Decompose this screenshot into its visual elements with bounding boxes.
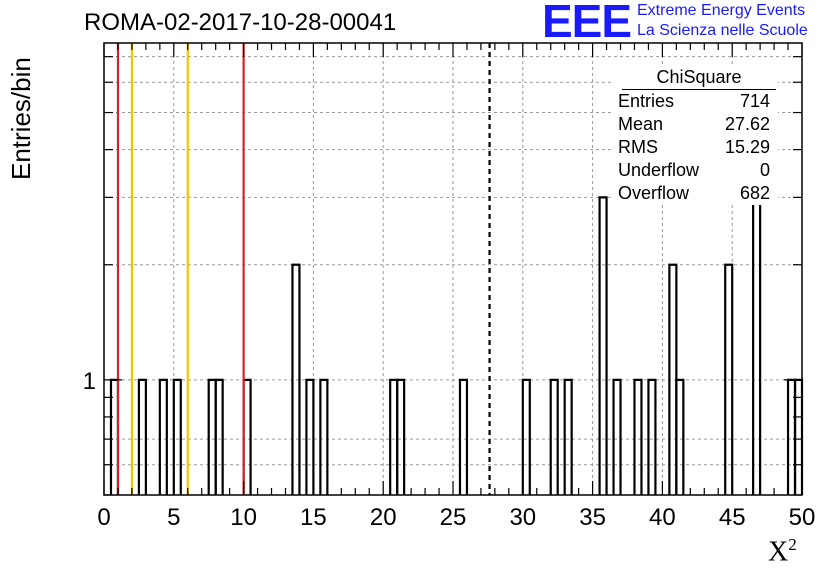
histogram-bin [598,196,608,495]
axis-ticks [103,43,803,496]
run-title: ROMA-02-2017-10-28-00041 [84,9,397,36]
histogram-bin [612,378,622,495]
stats-row-label: Overflow [618,183,690,203]
x-tick-label: 0 [97,504,110,531]
x-tick-label: 25 [440,504,467,531]
x-tick-label: 45 [719,504,746,531]
x-axis-label: X2 [768,535,797,568]
histogram-bin [319,378,329,495]
x-tick-label: 15 [300,504,327,531]
axis-tick-labels: 0 5 10 15 20 25 30 35 40 45 50 1 [83,368,816,531]
x-axis-label-superscript: 2 [788,535,797,554]
eee-logo-line1: Extreme Energy Events [637,2,806,19]
x-tick-label: 10 [230,504,257,531]
x-axis-label-symbol: X [768,536,789,568]
stats-row: Overflow 682 [612,182,778,205]
histogram-bin [458,378,469,495]
histogram-bin [633,378,643,495]
stats-row-value: 15.29 [724,137,770,157]
x-tick-label: 35 [579,504,606,531]
x-tick-label: 20 [370,504,397,531]
histogram-bin [563,378,573,495]
histogram-bin [137,378,147,495]
y-tick-label: 1 [83,368,96,395]
histogram-bin [172,378,182,495]
stats-title: ChiSquare [622,66,776,90]
stats-row-label: Underflow [618,160,700,180]
stats-row-value: 0 [759,160,770,180]
histogram-bin [752,196,762,495]
histogram-bin [305,378,315,495]
histogram-bin [158,378,168,495]
x-tick-label: 40 [649,504,676,531]
stats-row: Underflow 0 [612,159,778,182]
stats-row-value: 682 [739,183,770,203]
histogram-bin [521,378,531,495]
stats-row: Mean 27.62 [612,113,778,136]
stats-row-value: 714 [739,91,770,111]
histogram-bins [109,196,804,495]
reference-lines [116,43,491,495]
stats-row: Entries 714 [612,90,778,113]
x-tick-label: 50 [789,504,816,531]
x-tick-label: 30 [509,504,536,531]
histogram-bin [724,263,734,495]
stats-row-label: RMS [618,137,658,157]
histogram-bin [396,378,406,495]
histogram-bin [549,378,559,495]
stats-row-label: Entries [618,91,675,111]
stats-row: RMS 15.29 [612,136,778,159]
x-tick-label: 5 [167,504,180,531]
histogram-bin [647,378,657,495]
histogram-bin [675,378,685,495]
histogram-bin [214,378,224,495]
stats-row-value: 27.62 [724,114,770,134]
histogram-bin [291,263,301,495]
stats-box: ChiSquare Entries 714 Mean 27.62 RMS 15.… [612,66,778,205]
eee-logo-mark: EEE [542,0,632,47]
eee-logo-line2: La Scienza nelle Scuole [637,22,808,39]
stats-row-label: Mean [618,114,664,134]
